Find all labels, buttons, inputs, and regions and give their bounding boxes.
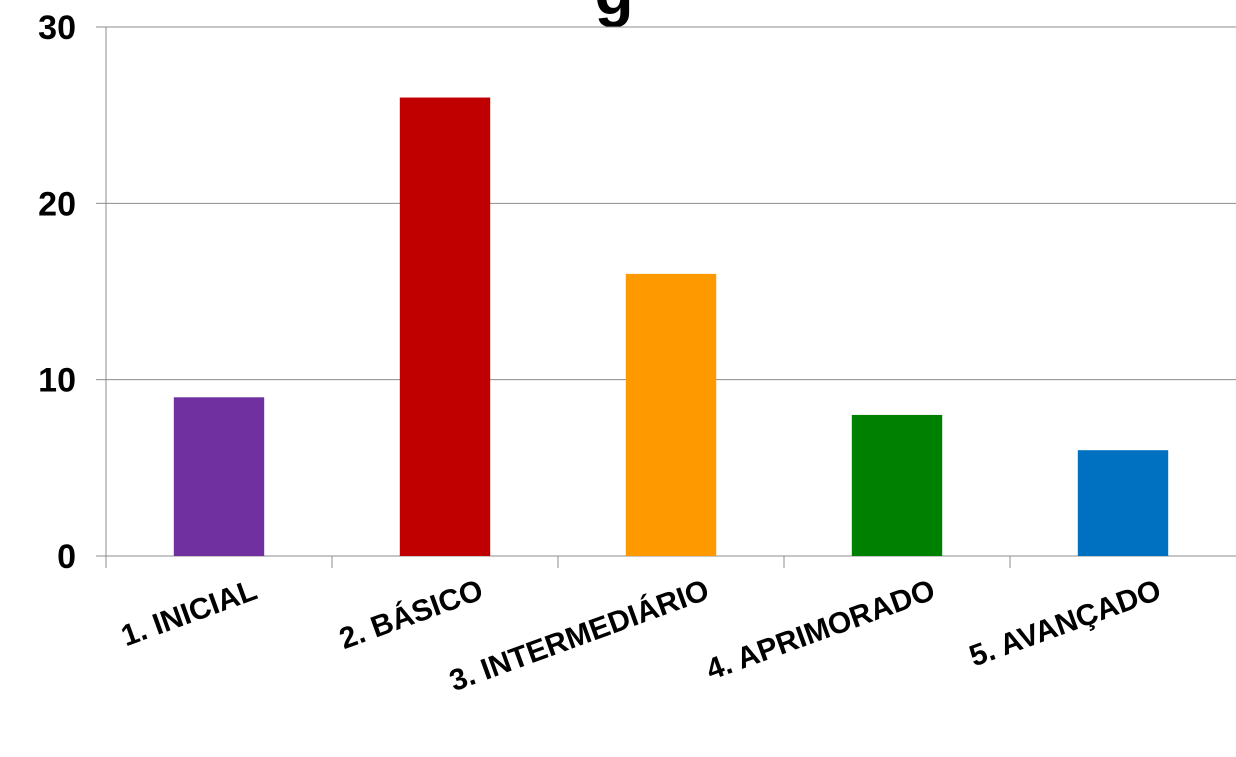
chart-title: g — [594, 0, 633, 28]
bars — [173, 97, 1169, 557]
y-tick-label: 30 — [38, 9, 76, 47]
bar-1 — [173, 397, 265, 556]
x-category-label: 1. INICIAL — [117, 574, 261, 653]
x-category-label: 5. AVANÇADO — [965, 574, 1165, 674]
y-tick-labels: 0 10 20 30 — [38, 9, 76, 576]
bar-5 — [1077, 450, 1169, 556]
bar-4 — [851, 414, 943, 556]
x-category-label: 3. INTERMEDIÁRIO — [445, 573, 714, 698]
y-tick-label: 20 — [38, 185, 76, 223]
y-tick-label: 0 — [57, 538, 76, 576]
x-category-label: 4. APRIMORADO — [702, 574, 939, 687]
x-category-label: 2. BÁSICO — [335, 573, 488, 656]
bar-2 — [399, 97, 491, 557]
y-tick-label: 10 — [38, 362, 76, 400]
bar-3 — [625, 273, 717, 556]
